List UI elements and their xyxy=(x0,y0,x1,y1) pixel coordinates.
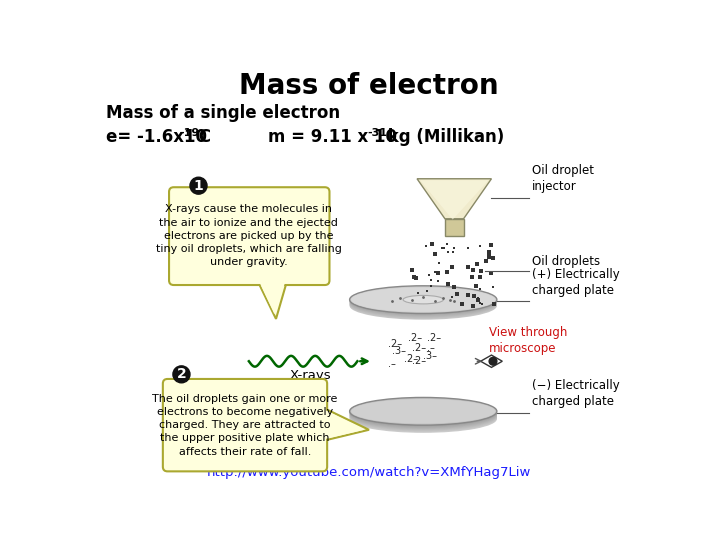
Ellipse shape xyxy=(350,401,497,429)
Text: m = 9.11 x 10: m = 9.11 x 10 xyxy=(269,128,397,146)
Text: -19: -19 xyxy=(179,129,199,138)
Polygon shape xyxy=(258,280,286,314)
Polygon shape xyxy=(417,179,492,219)
Text: .2–: .2– xyxy=(404,354,418,364)
Polygon shape xyxy=(445,219,464,236)
Ellipse shape xyxy=(350,286,497,314)
Circle shape xyxy=(489,357,497,365)
Ellipse shape xyxy=(351,399,495,423)
Text: .2–: .2– xyxy=(408,333,422,343)
Ellipse shape xyxy=(350,289,497,318)
Text: -31: -31 xyxy=(367,129,387,138)
Ellipse shape xyxy=(403,295,444,304)
Ellipse shape xyxy=(350,400,497,428)
Text: .2–: .2– xyxy=(427,333,441,343)
Ellipse shape xyxy=(350,398,497,426)
Ellipse shape xyxy=(350,405,497,433)
Ellipse shape xyxy=(350,399,497,427)
Text: .3–: .3– xyxy=(423,351,437,361)
Ellipse shape xyxy=(350,403,497,430)
FancyBboxPatch shape xyxy=(169,187,330,285)
Polygon shape xyxy=(321,407,369,441)
Text: kg (Millikan): kg (Millikan) xyxy=(382,128,505,146)
Ellipse shape xyxy=(350,403,497,431)
Text: X-rays: X-rays xyxy=(290,369,332,382)
Text: Mass of electron: Mass of electron xyxy=(239,72,499,100)
Text: .2–: .2– xyxy=(412,343,426,353)
Circle shape xyxy=(173,366,190,383)
Text: View through
microscope: View through microscope xyxy=(489,326,567,355)
Text: 2: 2 xyxy=(176,367,186,381)
Text: X-rays cause the molecules in
the air to ionize and the ejected
electrons are pi: X-rays cause the molecules in the air to… xyxy=(156,204,342,267)
Text: .–: .– xyxy=(388,359,396,369)
Text: 1: 1 xyxy=(194,179,203,193)
Text: C: C xyxy=(193,128,211,146)
Ellipse shape xyxy=(350,291,497,318)
Text: .–: .– xyxy=(427,343,435,353)
Ellipse shape xyxy=(350,404,497,432)
Polygon shape xyxy=(322,408,364,440)
Ellipse shape xyxy=(350,291,497,319)
Ellipse shape xyxy=(350,288,497,316)
Ellipse shape xyxy=(350,289,497,316)
Text: http://www.youtube.com/watch?v=XMfYHag7Liw: http://www.youtube.com/watch?v=XMfYHag7L… xyxy=(207,467,531,480)
Text: .3–: .3– xyxy=(392,346,406,356)
Ellipse shape xyxy=(350,287,497,315)
Text: Oil droplets: Oil droplets xyxy=(532,255,600,268)
Ellipse shape xyxy=(350,401,497,428)
Text: .2–: .2– xyxy=(412,356,426,366)
Polygon shape xyxy=(420,180,488,220)
Polygon shape xyxy=(256,279,287,319)
Text: (−) Electrically
charged plate: (−) Electrically charged plate xyxy=(532,379,619,408)
Ellipse shape xyxy=(350,292,497,320)
Polygon shape xyxy=(481,355,503,367)
Text: Oil droplet
injector: Oil droplet injector xyxy=(532,164,594,193)
Text: Mass of a single electron: Mass of a single electron xyxy=(106,104,340,122)
Ellipse shape xyxy=(350,402,497,430)
FancyBboxPatch shape xyxy=(163,379,327,471)
Ellipse shape xyxy=(350,397,497,425)
Ellipse shape xyxy=(351,287,495,312)
Ellipse shape xyxy=(350,287,497,314)
Text: (+) Electrically
charged plate: (+) Electrically charged plate xyxy=(532,268,619,296)
Text: e= -1.6x10: e= -1.6x10 xyxy=(106,128,207,146)
Circle shape xyxy=(190,177,207,194)
Text: .2–: .2– xyxy=(388,339,402,348)
Text: The oil droplets gain one or more
electrons to become negatively
charged. They a: The oil droplets gain one or more electr… xyxy=(153,394,338,456)
